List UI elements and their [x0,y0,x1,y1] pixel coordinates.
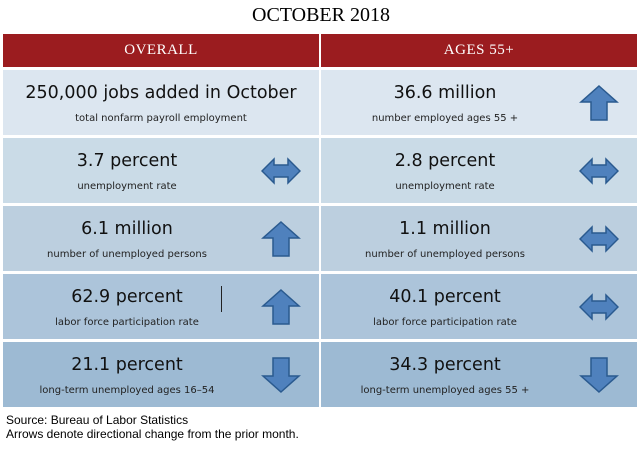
ages55-row-sub: number employed ages 55 + [371,113,519,124]
ages55-row-employed: 36.6 million number employed ages 55 + [321,70,637,135]
overall-row-sub: total nonfarm payroll employment [75,113,247,124]
page-title: OCTOBER 2018 [252,4,390,26]
overall-column: OVERALL 250,000 jobs added in October to… [3,34,319,410]
source-note: Source: Bureau of Labor Statistics [6,413,189,427]
down-arrow-icon [579,357,619,394]
ages55-header: AGES 55+ [321,34,637,67]
arrow-legend-note: Arrows denote directional change from th… [6,427,299,441]
up-arrow-shape [261,288,301,325]
overall-row-unemployed-persons: 6.1 million number of unemployed persons [3,206,319,271]
ages55-row-main: 2.8 percent [394,151,496,171]
overall-row-participation-rate: 62.9 percent labor force participation r… [3,274,319,339]
ages55-row-unemployment-rate: 2.8 percent unemployment rate [321,138,637,203]
overall-header: OVERALL [3,34,319,67]
overall-row-sub: number of unemployed persons [47,249,207,260]
footer: Source: Bureau of Labor Statistics Arrow… [6,413,299,441]
overall-row-main: 21.1 percent [71,355,183,375]
left-right-arrow-icon [261,157,301,185]
both-arrow-shape [579,293,619,321]
up-arrow-icon [261,220,301,257]
ages55-row-sub: number of unemployed persons [365,249,525,260]
overall-row-unemployment-rate: 3.7 percent unemployment rate [3,138,319,203]
ages55-row-main: 40.1 percent [389,287,501,307]
down-arrow-shape [579,357,619,394]
ages55-row-sub: labor force participation rate [373,317,517,328]
up-arrow-shape [579,84,619,121]
up-arrow-icon [261,288,301,325]
overall-row-main: 250,000 jobs added in October [25,83,297,103]
left-right-arrow-icon [579,225,619,253]
overall-row-main: 62.9 percent [71,287,183,307]
overall-row-sub: long-term unemployed ages 16–54 [39,385,215,396]
ages55-row-main: 34.3 percent [389,355,501,375]
both-arrow-shape [261,157,301,185]
both-arrow-shape [579,225,619,253]
ages55-row-long-term-unemployed: 34.3 percent long-term unemployed ages 5… [321,342,637,407]
overall-row-main: 6.1 million [81,219,173,239]
down-arrow-icon [261,357,301,394]
both-arrow-shape [579,157,619,185]
ages55-row-sub: long-term unemployed ages 55 + [360,385,530,396]
up-arrow-icon [579,84,619,121]
overall-row-sub: labor force participation rate [55,317,199,328]
overall-row-long-term-unemployed: 21.1 percent long-term unemployed ages 1… [3,342,319,407]
up-arrow-shape [261,220,301,257]
left-right-arrow-icon [579,157,619,185]
down-arrow-shape [261,357,301,394]
ages55-row-unemployed-persons: 1.1 million number of unemployed persons [321,206,637,271]
ages55-column: AGES 55+ 36.6 million number employed ag… [321,34,637,410]
overall-row-main: 3.7 percent [76,151,178,171]
overall-row-sub: unemployment rate [77,181,177,192]
ages55-row-main: 1.1 million [399,219,491,239]
text-cursor [221,286,222,312]
ages55-row-participation-rate: 40.1 percent labor force participation r… [321,274,637,339]
ages55-row-sub: unemployment rate [395,181,495,192]
ages55-row-main: 36.6 million [393,83,497,103]
overall-row-jobs-added: 250,000 jobs added in October total nonf… [3,70,319,135]
left-right-arrow-icon [579,293,619,321]
